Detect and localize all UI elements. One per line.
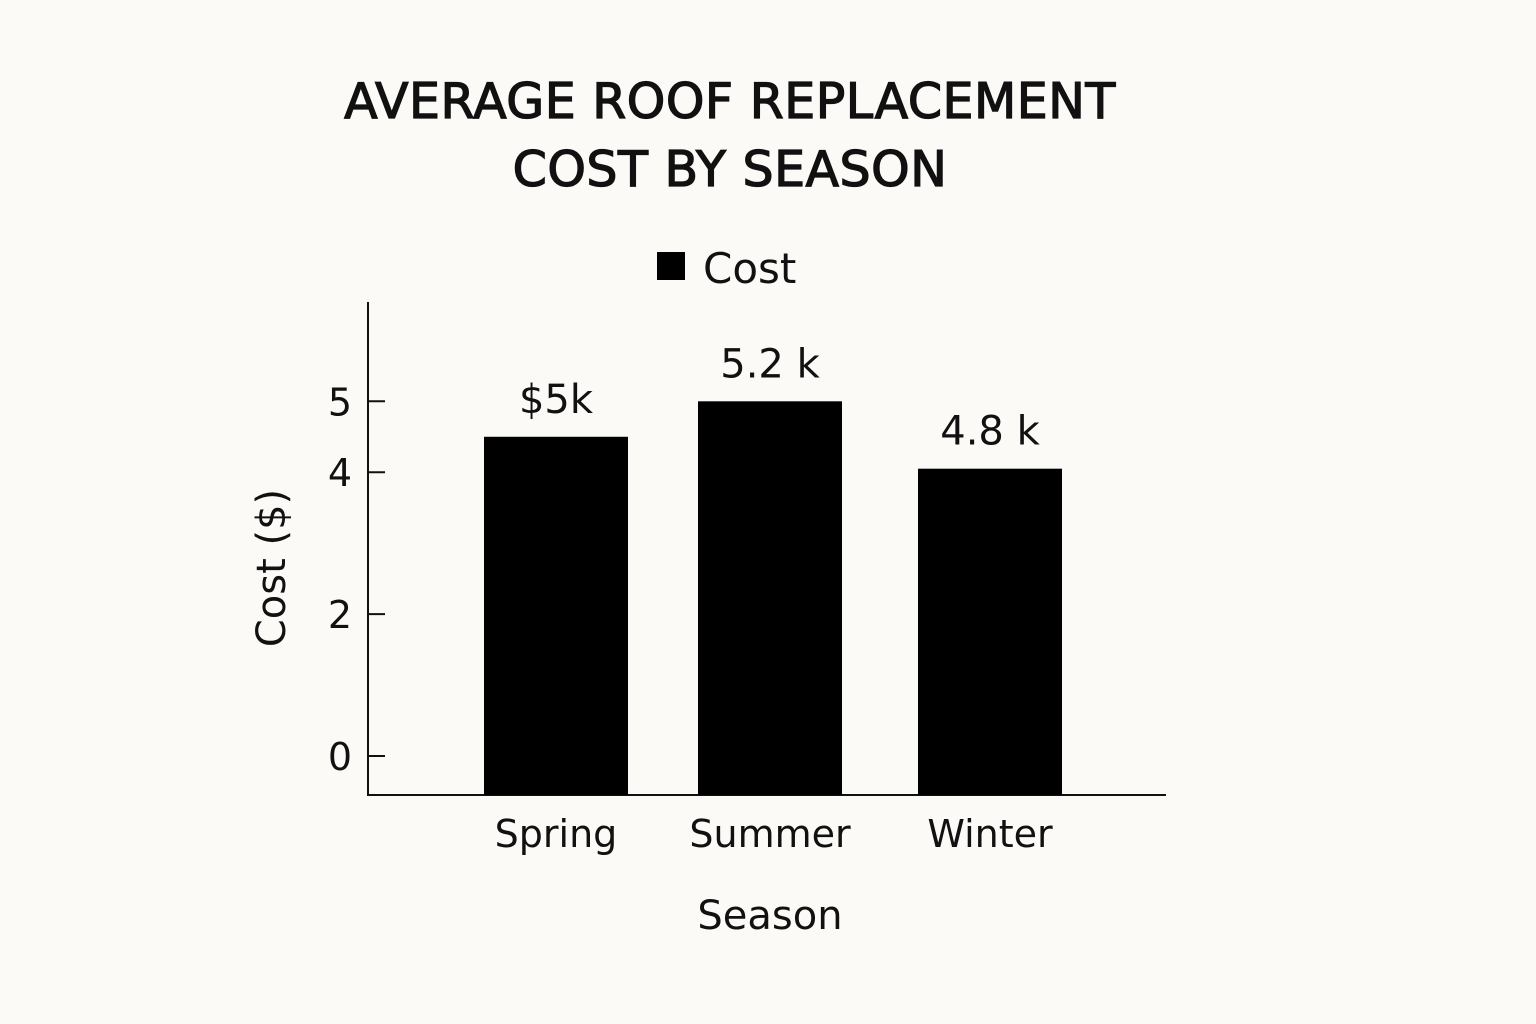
y-tick-label: 0	[328, 735, 352, 779]
y-axis-label: Cost ($)	[249, 489, 295, 647]
y-tick-label: 4	[328, 451, 352, 495]
legend-swatch-cost	[657, 252, 685, 280]
x-tick-label-winter: Winter	[927, 812, 1053, 856]
legend: Cost	[657, 244, 796, 293]
bar-spring	[484, 436, 628, 795]
chart-title-line-2: COST BY SEASON	[512, 140, 948, 198]
data-label-summer: 5.2 k	[720, 341, 820, 387]
x-tick-label-summer: Summer	[689, 812, 851, 856]
bars	[484, 401, 1062, 795]
x-axis-label: Season	[697, 893, 842, 939]
data-label-winter: 4.8 k	[940, 409, 1040, 455]
x-ticks: Spring Summer Winter	[495, 812, 1053, 856]
y-tick-label: 2	[328, 593, 352, 637]
legend-label-cost: Cost	[703, 244, 796, 293]
bar-winter	[918, 468, 1062, 795]
bar-summer	[698, 401, 842, 795]
data-label-spring: $5k	[519, 377, 594, 423]
x-tick-label-spring: Spring	[495, 812, 618, 856]
y-tick-label: 5	[328, 380, 352, 424]
chart-title-line-1: AVERAGE ROOF REPLACEMENT	[344, 72, 1116, 130]
y-ticks: 0 2 4 5	[328, 380, 385, 779]
data-labels: $5k 5.2 k 4.8 k	[519, 341, 1041, 454]
